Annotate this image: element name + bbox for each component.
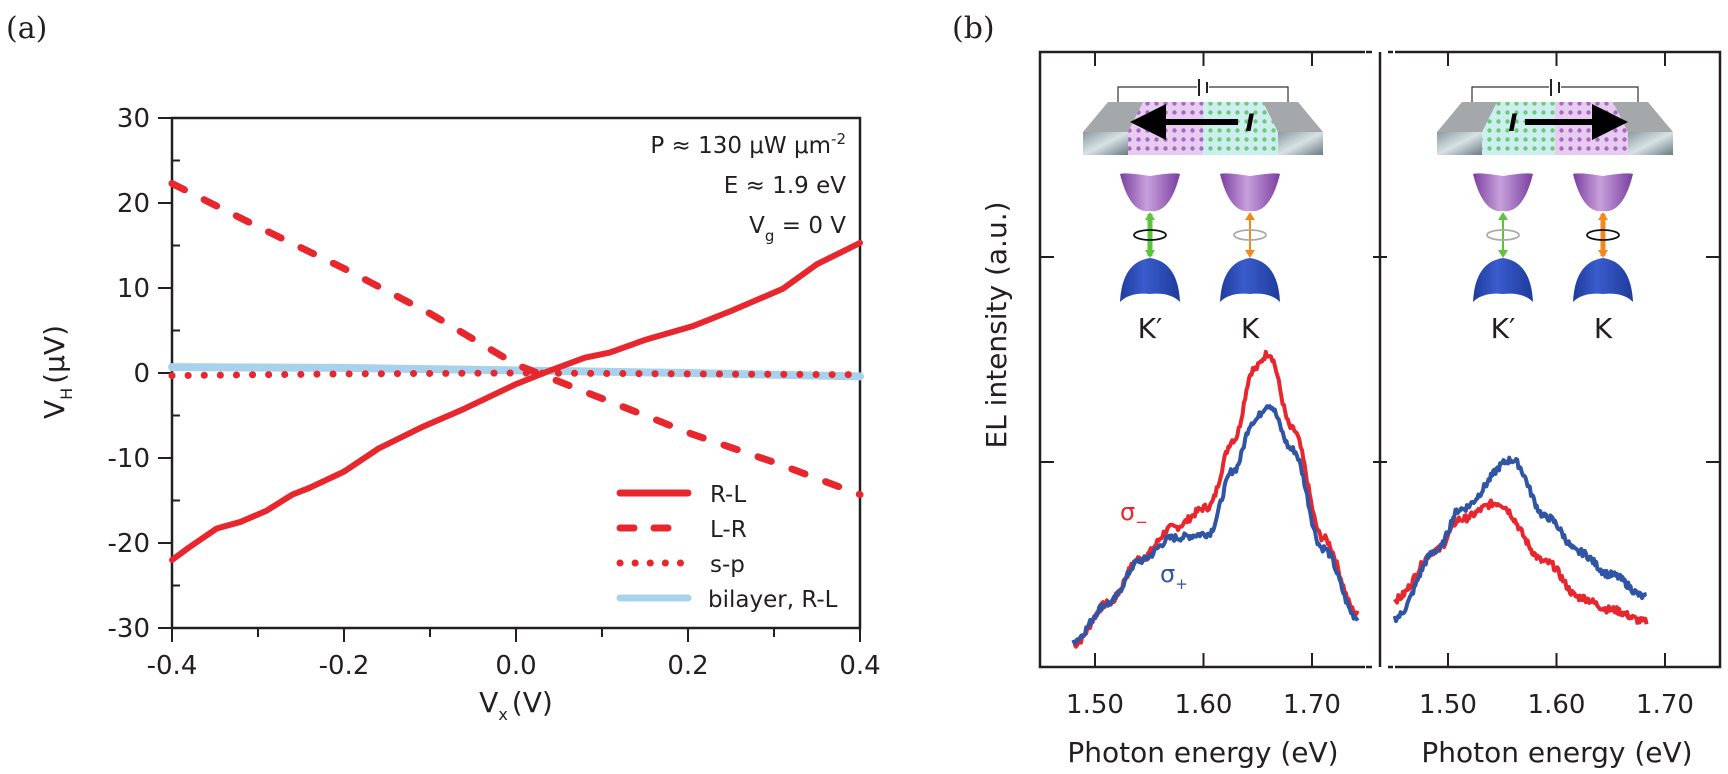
panel-b-chart: 1.50 1.60 1.70 1.50 1.60 1.70 I K′ K I K′ K σ− σ+…: [980, 50, 1722, 769]
y-tick-label: -20: [108, 529, 150, 559]
x-tick-label: 1.70: [1283, 690, 1341, 720]
channel-region: [1482, 102, 1555, 155]
panel-label-b: (b): [952, 11, 995, 46]
y-tick-label: -10: [108, 444, 150, 474]
conduction-band-icon: [1120, 173, 1180, 212]
panel-a-ticks: -0.4 -0.2 0.0 0.2 0.4 -30 -20 -10 0 10 20 30: [108, 104, 881, 681]
contact-electrode: [1083, 132, 1128, 155]
y-axis-label-el-intensity: EL intensity (a.u.): [980, 201, 1013, 448]
conduction-band-icon: [1473, 173, 1533, 212]
contact-electrode: [1613, 102, 1673, 132]
y-tick-label: 0: [133, 359, 150, 389]
series-bilayer-r-l: [168, 363, 864, 381]
x-tick-label: 0.2: [667, 651, 708, 681]
valley-label: K: [1594, 312, 1613, 345]
panel-b-ticks: 1.50 1.60 1.70 1.50 1.60 1.70: [1040, 52, 1720, 720]
legend-label: L-R: [710, 517, 747, 543]
x-axis-label-right: Photon energy (eV): [1421, 736, 1692, 769]
x-axis-label-left: Photon energy (eV): [1067, 736, 1338, 769]
x-tick-label: 1.60: [1528, 690, 1586, 720]
legend-label: s-p: [710, 552, 745, 578]
conduction-band-icon: [1573, 173, 1633, 212]
spectrum-sigma-minus: [1393, 498, 1649, 625]
circular-polarization-icon: [1486, 229, 1520, 241]
conduction-band-icon: [1220, 173, 1280, 212]
spectrum-sigma-minus: [1072, 349, 1360, 649]
x-tick-label: 1.50: [1066, 690, 1124, 720]
x-tick-label: -0.4: [147, 651, 198, 681]
series-s-p: [168, 369, 864, 380]
legend-item-l-r: L-R: [616, 517, 747, 543]
x-tick-label: 0.4: [839, 651, 880, 681]
current-label: I: [1509, 109, 1518, 137]
spectrum-sigma-plus: [1071, 404, 1360, 646]
valence-band-icon: [1573, 258, 1633, 302]
y-tick-label: 20: [117, 189, 150, 219]
contact-electrode: [1437, 102, 1497, 132]
contact-electrode: [1437, 132, 1482, 155]
legend: R-L L-R s-p bilayer, R-L: [616, 482, 838, 613]
legend-item-s-p: s-p: [616, 552, 745, 578]
channel-region: [1128, 102, 1203, 155]
valence-band-icon: [1120, 258, 1180, 302]
inset-device-right: I K′ K: [1437, 79, 1673, 345]
valley-label: K′: [1138, 312, 1163, 345]
legend-label: R-L: [710, 482, 746, 508]
contact-electrode: [1263, 102, 1323, 132]
y-axis-label: VH(μV): [38, 325, 76, 419]
circular-polarization-icon: [1133, 229, 1167, 241]
x-axis-label: Vx (V): [479, 686, 553, 724]
panel-label-a: (a): [6, 11, 47, 46]
x-tick-label: 0.0: [495, 651, 536, 681]
legend-item-bilayer: bilayer, R-L: [616, 587, 838, 613]
y-tick-label: 10: [117, 274, 150, 304]
annotation-gate-voltage: Vg = 0 V: [749, 213, 846, 245]
contact-electrode: [1278, 132, 1323, 155]
x-tick-label: 1.50: [1419, 690, 1477, 720]
inset-device-left: I K′ K: [1083, 79, 1323, 345]
x-tick-label: -0.2: [319, 651, 370, 681]
y-tick-label: 30: [117, 104, 150, 134]
y-tick-label: -30: [108, 614, 150, 644]
valence-band-icon: [1220, 258, 1280, 302]
valley-label: K: [1241, 312, 1260, 345]
panel-b-series: [1071, 349, 1649, 649]
legend-label: bilayer, R-L: [708, 587, 838, 613]
circular-polarization-icon: [1586, 229, 1620, 241]
annotation-power: P ≈ 130 μW μm-2: [650, 130, 846, 159]
circular-polarization-icon: [1233, 229, 1267, 241]
sigma-minus-label: σ−: [1120, 498, 1148, 531]
valence-band-icon: [1473, 258, 1533, 302]
contact-electrode: [1083, 102, 1143, 132]
series-r-l: [169, 239, 863, 563]
valley-label: K′: [1491, 312, 1516, 345]
legend-item-r-l: R-L: [616, 482, 746, 508]
contact-electrode: [1628, 132, 1673, 155]
annotation-energy: E ≈ 1.9 eV: [724, 173, 846, 199]
panel-a-series: [168, 180, 864, 563]
sigma-plus-label: σ+: [1160, 560, 1188, 593]
x-tick-label: 1.60: [1175, 690, 1233, 720]
current-label: I: [1246, 109, 1255, 137]
x-tick-label: 1.70: [1636, 690, 1694, 720]
spectrum-sigma-plus: [1392, 455, 1648, 624]
channel-region: [1203, 102, 1278, 155]
panel-a-chart: -0.4 -0.2 0.0 0.2 0.4 -30 -20 -10 0 10 20 30 P ≈ 13…: [38, 104, 881, 724]
